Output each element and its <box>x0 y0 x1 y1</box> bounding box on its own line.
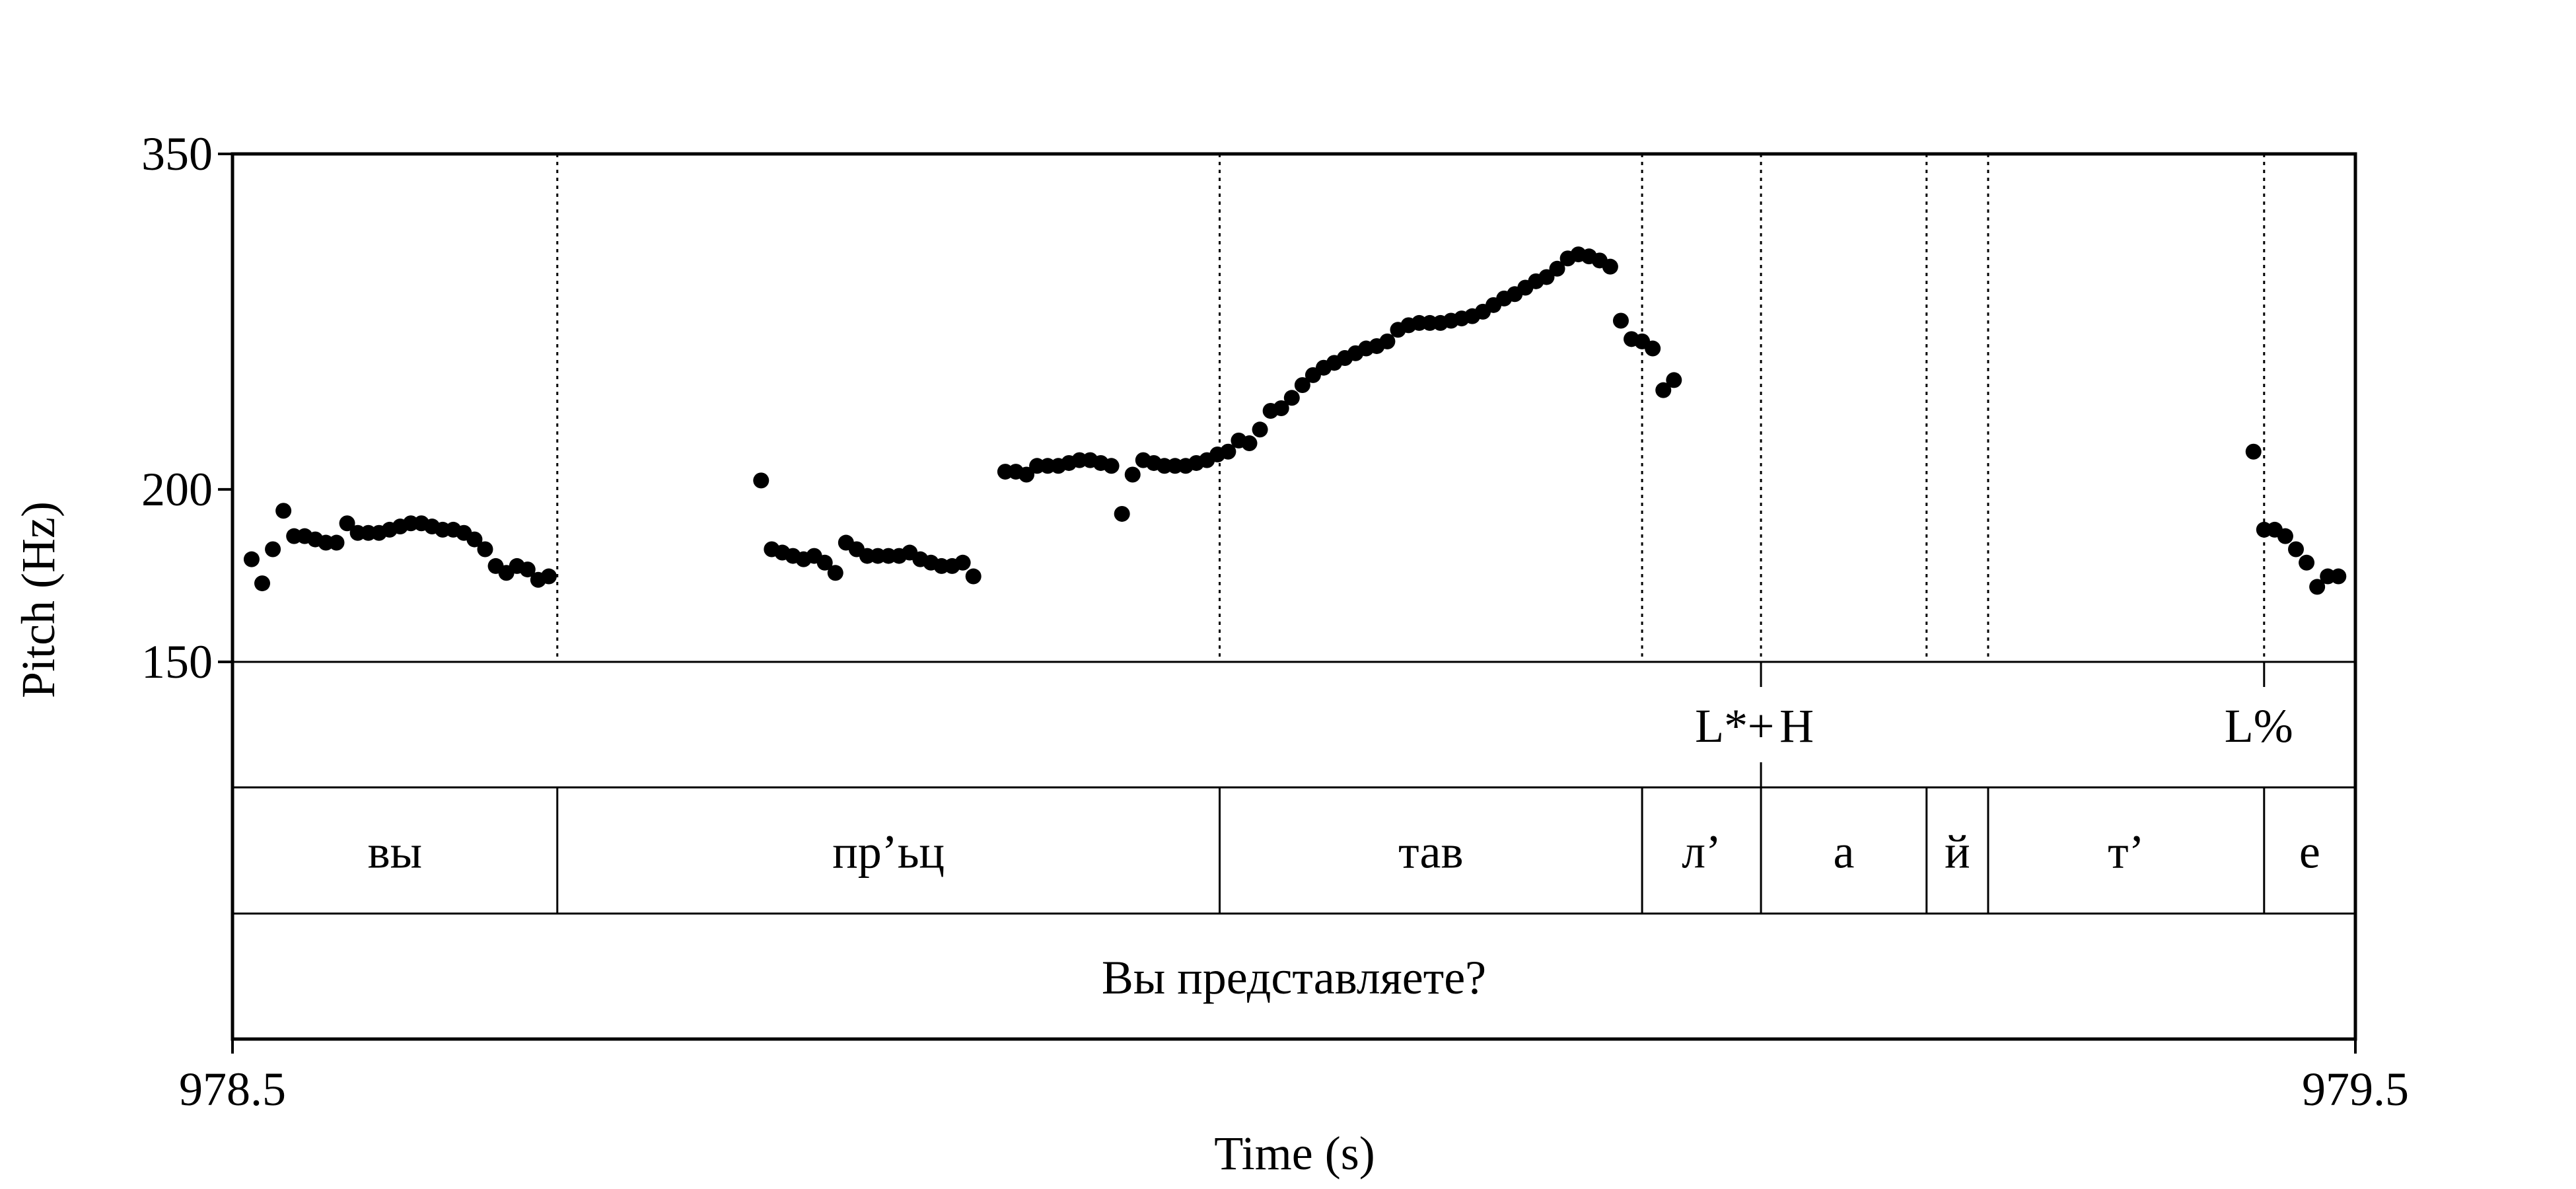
pitch-point-86 <box>1379 333 1396 349</box>
syllables-label-2: тав <box>1398 826 1463 879</box>
pitch-point-3 <box>275 503 292 519</box>
y-tick-label-1: 200 <box>141 463 213 516</box>
pitch-point-101 <box>1538 269 1555 285</box>
y-tick-label-2: 350 <box>141 127 213 180</box>
pitch-point-102 <box>1549 260 1565 277</box>
syllables-label-5: й <box>1945 826 1970 879</box>
syllables-label-0: вы <box>368 826 422 879</box>
pitch-point-2 <box>265 541 281 558</box>
pitch-point-77 <box>1283 390 1300 406</box>
pitch-point-71 <box>1220 443 1236 460</box>
pitch-point-76 <box>1273 400 1289 417</box>
chart-frame <box>231 152 2357 1041</box>
y-tick-label-0: 150 <box>141 635 213 688</box>
pitch-point-60 <box>1103 458 1120 474</box>
tone-label-h: H <box>1779 700 1814 752</box>
pitch-point-26 <box>519 561 536 578</box>
x-tick-label-0: 978.5 <box>179 1063 286 1116</box>
pitch-point-21 <box>466 531 483 548</box>
pitch-point-61 <box>1114 505 1130 522</box>
pitch-point-0 <box>243 551 260 567</box>
syllables-label-3: л’ <box>1682 826 1721 879</box>
syllables-label-4: а <box>1833 826 1854 879</box>
utterance-label-0: Вы представляете? <box>1102 951 1486 1004</box>
pitch-point-8 <box>328 534 345 551</box>
pitch-point-119 <box>2299 554 2315 571</box>
pitch-point-112 <box>1655 382 1672 398</box>
pitch-point-117 <box>2277 528 2293 544</box>
pitch-point-52 <box>1019 466 1035 483</box>
pitch-point-113 <box>1666 372 1682 388</box>
pitch-point-111 <box>1645 340 1661 357</box>
pitch-point-49 <box>965 568 982 585</box>
pitch-point-1 <box>254 575 270 592</box>
pitch-point-28 <box>540 568 557 585</box>
syllables-label-6: т’ <box>2108 826 2144 879</box>
syllables-label-1: пр’ьц <box>832 826 945 879</box>
pitch-point-29 <box>753 472 769 489</box>
axis-ticks: 150 200 350 978.5 979.5 <box>141 127 2409 1116</box>
pitch-point-35 <box>816 554 833 571</box>
pitch-point-48 <box>954 554 971 571</box>
pitch-point-74 <box>1252 421 1268 438</box>
x-axis-title: Time (s) <box>1214 1127 1375 1180</box>
pitch-point-36 <box>827 565 843 581</box>
y-axis-title: Pitch (Hz) <box>12 501 65 698</box>
tone-label-l-percent: L% <box>2225 700 2293 752</box>
pitch-point-9 <box>339 515 355 532</box>
pitch-point-120 <box>2309 579 2326 595</box>
pitch-point-62 <box>1124 466 1141 483</box>
pitch-point-22 <box>477 541 493 558</box>
x-tick-label-1: 979.5 <box>2302 1063 2409 1116</box>
pitch-point-78 <box>1294 377 1310 394</box>
tone-label-l-star: L* <box>1695 700 1748 752</box>
pitch-point-107 <box>1602 258 1618 275</box>
pitch-point-114 <box>2245 443 2262 460</box>
tone-label-plus: + <box>1748 700 1775 752</box>
pitch-point-108 <box>1612 312 1629 329</box>
pitch-point-73 <box>1241 435 1258 452</box>
syllables-label-7: е <box>2299 826 2320 879</box>
outer-frame <box>231 152 2357 1041</box>
pitch-points <box>243 246 2347 595</box>
pitch-point-122 <box>2330 568 2347 585</box>
annotation-tiers: L* + H L% вы пр’ьц тав л’ а й т’ е Вы представляете? <box>233 154 2355 1004</box>
pitch-point-118 <box>2288 541 2305 558</box>
